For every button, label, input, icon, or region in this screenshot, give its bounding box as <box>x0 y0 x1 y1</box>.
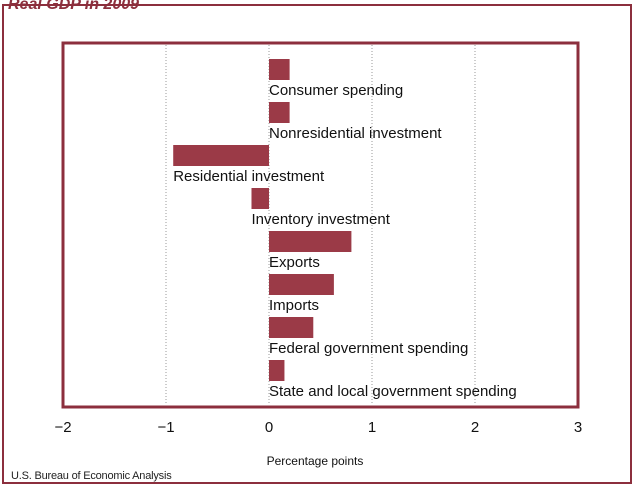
bar-labels: Consumer spending Nonresidential investme… <box>173 82 516 400</box>
bar-label: Consumer spending <box>269 82 403 99</box>
x-tick-label: 0 <box>265 419 273 436</box>
x-tick-label: −1 <box>157 419 174 436</box>
x-tick-labels: −2 −1 0 1 2 3 <box>54 419 582 436</box>
x-axis-title: Percentage points <box>267 454 364 468</box>
bar <box>269 360 285 381</box>
bar-label: Inventory investment <box>251 211 390 228</box>
bar <box>269 102 290 123</box>
bar <box>269 317 314 338</box>
bar-label: Imports <box>269 297 319 314</box>
bars <box>173 59 352 381</box>
x-tick-label: −2 <box>54 419 71 436</box>
bar <box>269 59 290 80</box>
bar-label: Nonresidential investment <box>269 125 442 142</box>
bar-label: Residential investment <box>173 168 325 185</box>
bar-label: State and local government spending <box>269 383 517 400</box>
plot-frame <box>61 41 580 409</box>
bar-label: Federal government spending <box>269 340 468 357</box>
chart-title: Real GDP in 2009 <box>8 0 140 13</box>
x-tick-label: 2 <box>471 419 479 436</box>
bar <box>173 145 269 166</box>
bar <box>269 231 352 252</box>
bar <box>251 188 269 209</box>
x-tick-label: 1 <box>368 419 376 436</box>
source-note: U.S. Bureau of Economic Analysis <box>11 470 172 482</box>
bar-label: Exports <box>269 254 320 271</box>
bar <box>269 274 334 295</box>
x-tick-label: 3 <box>574 419 582 436</box>
